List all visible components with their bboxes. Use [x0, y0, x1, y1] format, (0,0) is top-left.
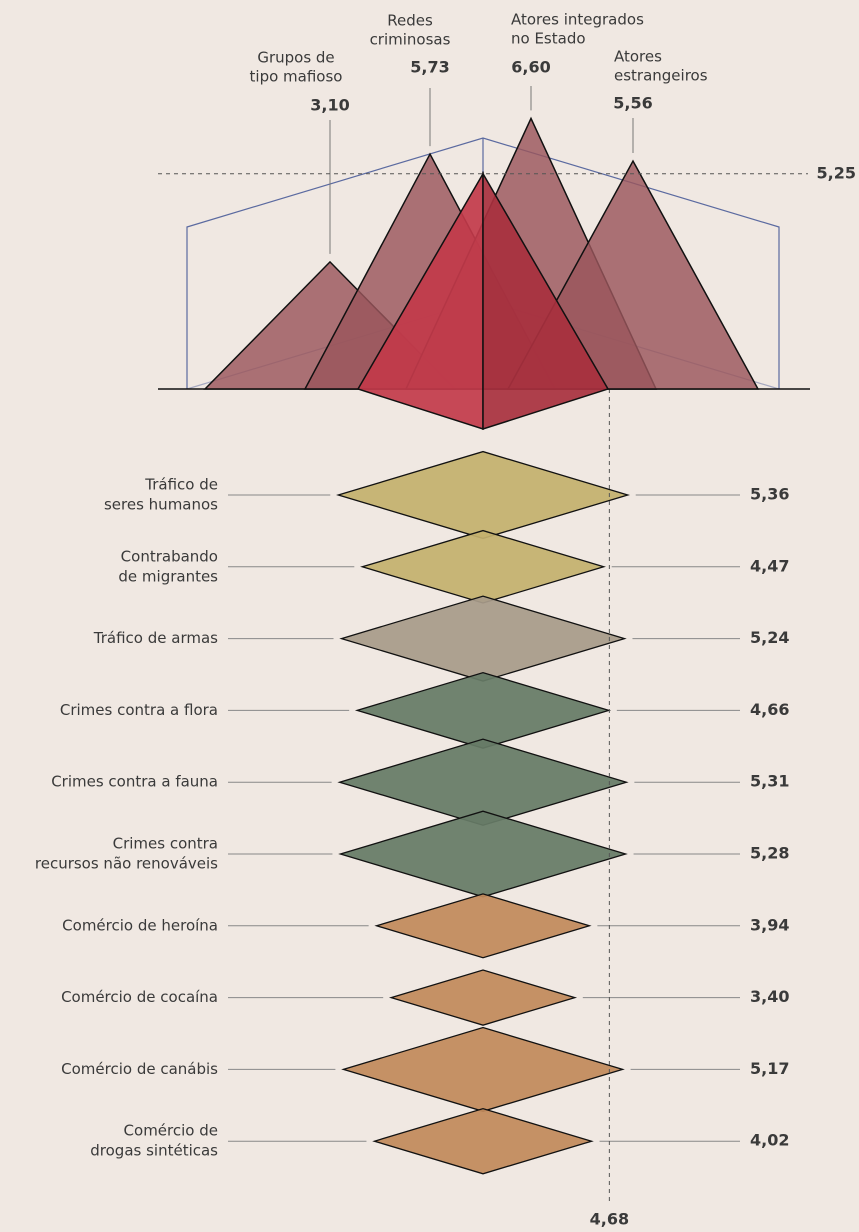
average-pyramid-right [482, 170, 610, 431]
average-label: 5,25 [817, 163, 856, 182]
value-label: 6,60 [511, 58, 550, 77]
value-label: 5,17 [750, 1059, 789, 1078]
category-label: Comércio de [124, 1122, 218, 1140]
diamond [337, 738, 629, 826]
diamond [341, 1026, 625, 1112]
value-label: 4,02 [750, 1131, 789, 1150]
category-label: Crimes contra [113, 835, 218, 853]
category-label: Redes [387, 12, 433, 30]
category-label: Comércio de heroína [62, 916, 218, 934]
diamond [372, 1107, 594, 1175]
value-label: 5,28 [750, 844, 789, 863]
value-label: 5,73 [410, 58, 449, 77]
value-label: 4,47 [750, 556, 789, 575]
value-label: 3,94 [750, 915, 789, 934]
category-label: drogas sintéticas [90, 1142, 218, 1160]
diamond [360, 529, 606, 604]
value-label: 5,24 [750, 628, 789, 647]
category-label: recursos não renováveis [35, 855, 218, 873]
category-label: estrangeiros [614, 67, 708, 85]
diamond [388, 969, 578, 1026]
category-label: Tráfico de armas [93, 629, 218, 647]
diamond [338, 810, 628, 898]
value-label: 5,36 [750, 485, 789, 504]
average-label: 4,68 [590, 1210, 629, 1229]
category-label: Atores integrados [511, 11, 644, 29]
category-label: de migrantes [118, 567, 218, 585]
diamond [336, 450, 630, 540]
value-label: 4,66 [750, 700, 789, 719]
diamond [339, 595, 627, 682]
category-label: Comércio de canábis [61, 1060, 218, 1078]
category-label: Grupos de [257, 49, 334, 67]
category-label: Contrabando [121, 547, 218, 565]
diamond [354, 671, 612, 749]
category-label: criminosas [370, 31, 451, 49]
category-label: tipo mafioso [250, 68, 343, 86]
value-label: 3,40 [750, 987, 789, 1006]
category-label: Comércio de cocaína [61, 988, 218, 1006]
value-label: 5,31 [750, 772, 789, 791]
category-label: Tráfico de [144, 476, 218, 494]
category-label: Crimes contra a fauna [51, 773, 218, 791]
value-label: 5,56 [613, 94, 652, 113]
diamond [374, 893, 592, 959]
category-label: Atores [614, 48, 662, 66]
category-label: seres humanos [104, 496, 218, 514]
category-label: Crimes contra a flora [60, 701, 218, 719]
value-label: 3,10 [310, 96, 349, 115]
category-label: no Estado [511, 30, 586, 48]
